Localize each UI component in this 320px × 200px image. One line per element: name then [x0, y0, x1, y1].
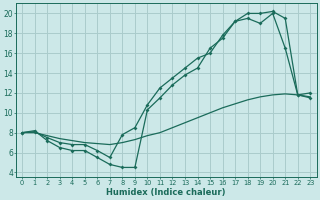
X-axis label: Humidex (Indice chaleur): Humidex (Indice chaleur): [107, 188, 226, 197]
